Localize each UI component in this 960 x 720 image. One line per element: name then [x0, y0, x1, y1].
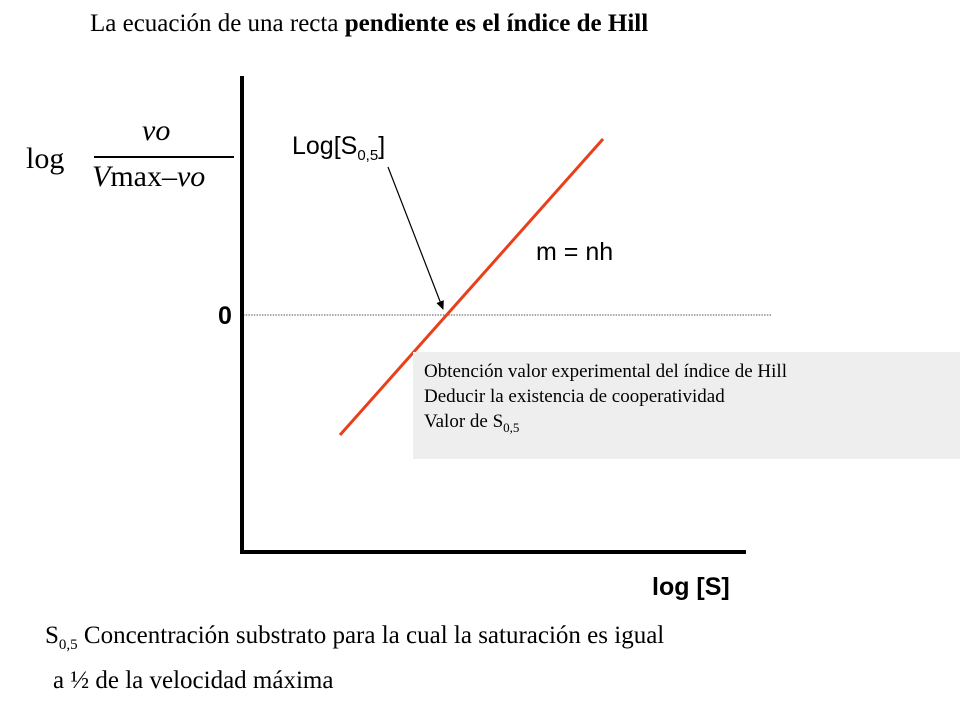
- annotation-arrow: [387, 166, 444, 310]
- slope-label: m = nh: [536, 238, 614, 266]
- y-label-minus: –: [161, 160, 177, 193]
- footnote-symbol: S: [45, 622, 59, 649]
- note-line-3-sub: 0,5: [503, 419, 520, 435]
- page-title: La ecuación de una recta pendiente es el…: [90, 10, 648, 38]
- y-label-vmax-v: V: [92, 160, 111, 193]
- x-axis-label: log [S]: [652, 573, 730, 601]
- annotation-prefix: Log[S: [292, 132, 358, 160]
- note-line-3-prefix: Valor de S: [424, 411, 504, 432]
- footnote: S0,5 Concentración substrato para la cua…: [45, 618, 664, 699]
- fraction-bar: [94, 156, 234, 158]
- footnote-text-1: Concentración substrato para la cual la …: [77, 622, 665, 649]
- note-line-1: Obtención valor experimental del índice …: [424, 361, 787, 382]
- y-label-vo: vo: [176, 160, 206, 193]
- note-line-3: Valor de S0,5: [424, 409, 960, 440]
- y-label-denominator: Vmax–vo: [92, 160, 205, 194]
- title-bold: pendiente es el índice de Hill: [344, 10, 649, 37]
- annotation-subscript: 0,5: [357, 147, 379, 164]
- title-normal: La ecuación de una recta: [90, 10, 339, 37]
- annotation-suffix: ]: [378, 132, 386, 160]
- notes-box: Obtención valor experimental del índice …: [413, 352, 960, 459]
- note-line-2: Deducir la existencia de cooperatividad: [424, 386, 725, 407]
- y-label-numerator: vo: [142, 114, 171, 147]
- footnote-line-2: a ½ de la velocidad máxima: [53, 667, 334, 694]
- y-label-log: log: [26, 142, 65, 175]
- footnote-subscript: 0,5: [58, 637, 78, 653]
- footnote-line-1: S0,5 Concentración substrato para la cua…: [45, 618, 664, 663]
- hill-line: [338, 138, 605, 436]
- annotation-label: Log[S0,5]: [292, 132, 385, 164]
- y-axis-label: log vo Vmax–vo: [22, 112, 234, 202]
- y-label-vmax-rest: max: [110, 160, 162, 193]
- zero-label: 0: [218, 302, 232, 330]
